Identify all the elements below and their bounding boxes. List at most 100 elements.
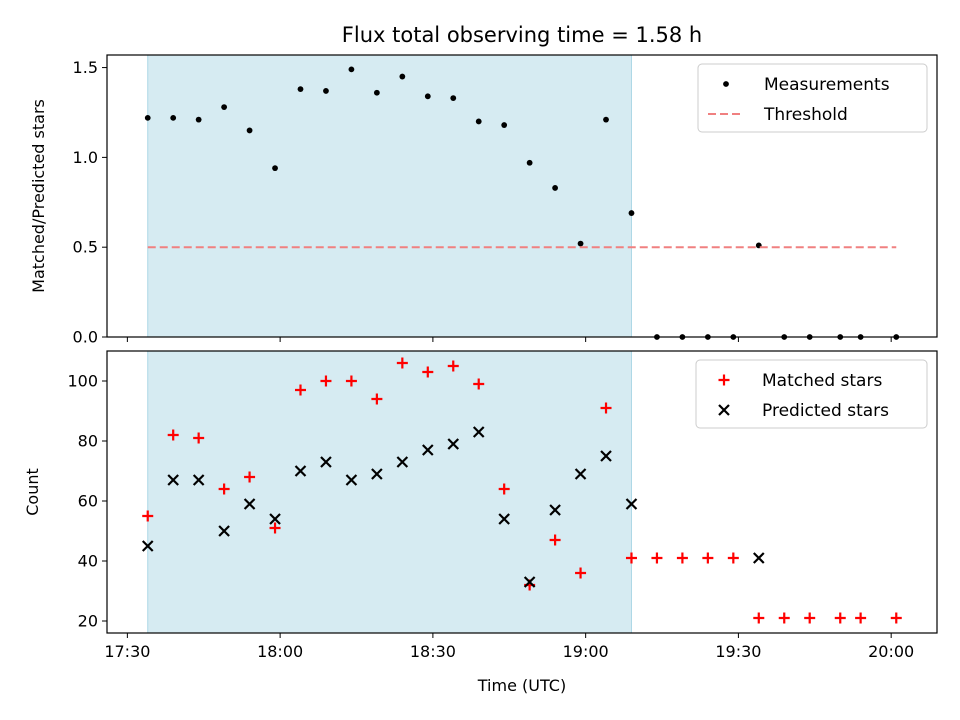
bottom-data-point bbox=[549, 534, 561, 546]
bottom-data-point bbox=[473, 378, 485, 390]
top-y-tick-label: 1.5 bbox=[73, 58, 98, 77]
bottom-data-point bbox=[804, 612, 816, 624]
bottom-data-point bbox=[345, 474, 358, 486]
top-data-point bbox=[424, 93, 431, 100]
top-y-tick-label: 0.0 bbox=[73, 328, 98, 347]
bottom-data-point bbox=[422, 444, 434, 456]
bottom-data-point bbox=[855, 612, 867, 624]
bottom-data-point bbox=[396, 456, 409, 468]
bottom-legend bbox=[695, 359, 928, 429]
bottom-data-point bbox=[600, 402, 612, 414]
bottom-legend-swatch bbox=[718, 374, 730, 386]
bottom-data-point bbox=[193, 432, 205, 444]
bottom-y-tick-label: 80 bbox=[78, 432, 98, 451]
bottom-legend-swatch bbox=[718, 404, 730, 416]
top-data-point bbox=[475, 118, 482, 125]
x-tick-label: 17:30 bbox=[104, 642, 150, 661]
x-tick-label: 19:30 bbox=[715, 642, 761, 661]
top-data-point bbox=[373, 89, 380, 96]
bottom-data-point bbox=[243, 498, 256, 510]
bottom-panel: 20 40 60 80 100 17:30 18:00 18:30 19:00 19:30 20:0… bbox=[67, 350, 938, 661]
bottom-data-point bbox=[575, 567, 587, 579]
bottom-data-point bbox=[345, 375, 357, 387]
bottom-data-point bbox=[142, 510, 154, 522]
bottom-shaded-region bbox=[147, 350, 632, 634]
top-axes-frame bbox=[106, 54, 938, 338]
bottom-data-point bbox=[218, 483, 230, 495]
bottom-data-point bbox=[167, 429, 179, 441]
bottom-data-point bbox=[727, 552, 739, 564]
bottom-y-tick-label: 60 bbox=[78, 492, 98, 511]
bottom-data-point bbox=[890, 612, 902, 624]
bottom-data-point bbox=[422, 366, 434, 378]
x-tick-label: 18:00 bbox=[257, 642, 303, 661]
bottom-data-point bbox=[676, 552, 688, 564]
bottom-data-point bbox=[651, 552, 663, 564]
bottom-data-point bbox=[141, 540, 154, 552]
top-legend-label: Measurements bbox=[764, 75, 890, 95]
bottom-data-point bbox=[167, 474, 179, 486]
top-data-point bbox=[246, 127, 253, 134]
bottom-data-point bbox=[269, 513, 281, 525]
bottom-data-point bbox=[834, 612, 846, 624]
top-y-axis-label: Matched/Predicted stars bbox=[29, 99, 48, 293]
top-data-point bbox=[501, 122, 508, 128]
top-data-point bbox=[195, 116, 202, 123]
top-y-tick-label: 0.5 bbox=[73, 238, 98, 257]
bottom-data-point bbox=[498, 513, 510, 525]
top-data-point bbox=[628, 210, 635, 216]
bottom-legend-label: Matched stars bbox=[762, 371, 882, 391]
bottom-data-point bbox=[625, 552, 637, 564]
x-tick-label: 19:00 bbox=[563, 642, 609, 661]
top-legend bbox=[697, 63, 928, 133]
top-data-point bbox=[526, 159, 533, 166]
bottom-y-tick-label: 20 bbox=[78, 612, 98, 631]
bottom-data-point bbox=[294, 465, 307, 477]
top-data-point bbox=[272, 165, 278, 172]
top-legend-swatch bbox=[723, 81, 729, 87]
bottom-data-point bbox=[753, 612, 765, 624]
top-y-tick-label: 1.0 bbox=[73, 148, 98, 167]
bottom-data-point bbox=[371, 393, 383, 405]
top-data-point bbox=[170, 114, 177, 121]
bottom-legend-label: Predicted stars bbox=[762, 401, 889, 421]
bottom-data-point bbox=[702, 552, 714, 564]
bottom-data-point bbox=[523, 576, 536, 588]
bottom-axes-frame bbox=[106, 350, 938, 634]
bottom-data-point bbox=[192, 474, 205, 486]
bottom-data-point bbox=[498, 483, 510, 495]
top-data-point bbox=[399, 73, 406, 80]
bottom-data-point bbox=[472, 426, 485, 438]
x-tick-label: 18:30 bbox=[410, 642, 456, 661]
top-data-point bbox=[323, 88, 329, 94]
bottom-data-point bbox=[244, 471, 256, 483]
top-data-point bbox=[577, 240, 584, 247]
bottom-data-point bbox=[778, 612, 790, 624]
bottom-data-point bbox=[320, 375, 332, 387]
bottom-data-point bbox=[549, 504, 561, 516]
top-panel: 0.0 0.5 1.0 1.5 Measurements Threshold bbox=[73, 54, 938, 347]
bottom-data-point bbox=[320, 456, 332, 468]
top-data-point bbox=[552, 185, 558, 191]
top-data-point bbox=[297, 86, 304, 93]
top-legend-label: Threshold bbox=[763, 105, 848, 125]
top-data-point bbox=[348, 66, 355, 73]
bottom-data-point bbox=[600, 450, 612, 462]
x-tick-label: 20:00 bbox=[868, 642, 914, 661]
bottom-data-point bbox=[574, 468, 587, 480]
top-data-point bbox=[221, 104, 228, 110]
bottom-data-point bbox=[447, 438, 460, 450]
bottom-data-point bbox=[294, 384, 306, 396]
bottom-data-point bbox=[396, 357, 408, 369]
bottom-y-tick-label: 40 bbox=[78, 552, 98, 571]
bottom-data-point bbox=[218, 525, 230, 537]
bottom-data-point bbox=[371, 468, 383, 480]
top-shaded-region bbox=[147, 54, 632, 338]
bottom-y-axis-label: Count bbox=[23, 468, 42, 516]
top-data-point bbox=[144, 114, 151, 121]
bottom-y-tick-label: 100 bbox=[67, 372, 98, 391]
bottom-data-point bbox=[269, 522, 281, 534]
bottom-data-point bbox=[625, 498, 638, 510]
bottom-data-point bbox=[753, 552, 765, 564]
